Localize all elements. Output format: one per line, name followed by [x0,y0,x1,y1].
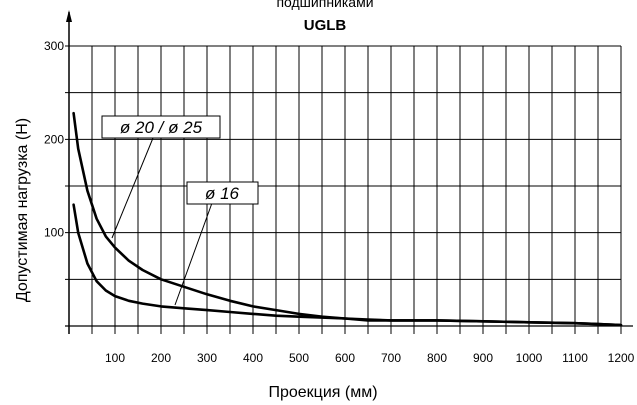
y-axis-label: Допустимая нагрузка (Н) [14,118,31,302]
series-line-d16 [72,203,623,327]
x-tick-labels: 100 200 300 400 500 600 700 800 900 1000 1100 1200 [105,351,635,365]
x-tick-label: 1200 [608,351,635,365]
chart-title-line2: UGLB [304,17,347,34]
x-tick-label: 1000 [516,351,543,365]
series-lines [72,111,623,327]
x-tick-label: 200 [151,351,171,365]
callout-leader-d20-25 [111,137,154,239]
callout-leader-d16 [174,202,213,306]
y-tick-label: 100 [44,226,64,240]
x-axis-label: Проекция (мм) [268,384,377,401]
x-tick-label: 600 [335,351,355,365]
chart-title-line1: подшипниками [276,0,373,10]
callout-label-d20-25: ø 20 / ø 25 [120,118,203,137]
y-axis-arrow [66,10,72,22]
y-tick-labels: 100 200 300 [44,39,64,240]
callout-label-d16: ø 16 [205,184,240,203]
x-tick-label: 800 [427,351,447,365]
x-tick-label: 500 [289,351,309,365]
x-tick-label: 100 [105,351,125,365]
series-line-d20-25 [72,111,623,327]
axes [65,10,633,334]
x-tick-label: 900 [473,351,493,365]
callout-box-d20-25 [101,115,221,139]
callout-box-d16 [186,181,259,205]
y-tick-label: 300 [44,39,64,53]
x-tick-label: 1100 [562,351,588,365]
x-tick-label: 700 [381,351,401,365]
x-tick-label: 400 [243,351,263,365]
y-tick-label: 200 [44,132,64,146]
x-tick-label: 300 [197,351,217,365]
grid [65,45,622,334]
